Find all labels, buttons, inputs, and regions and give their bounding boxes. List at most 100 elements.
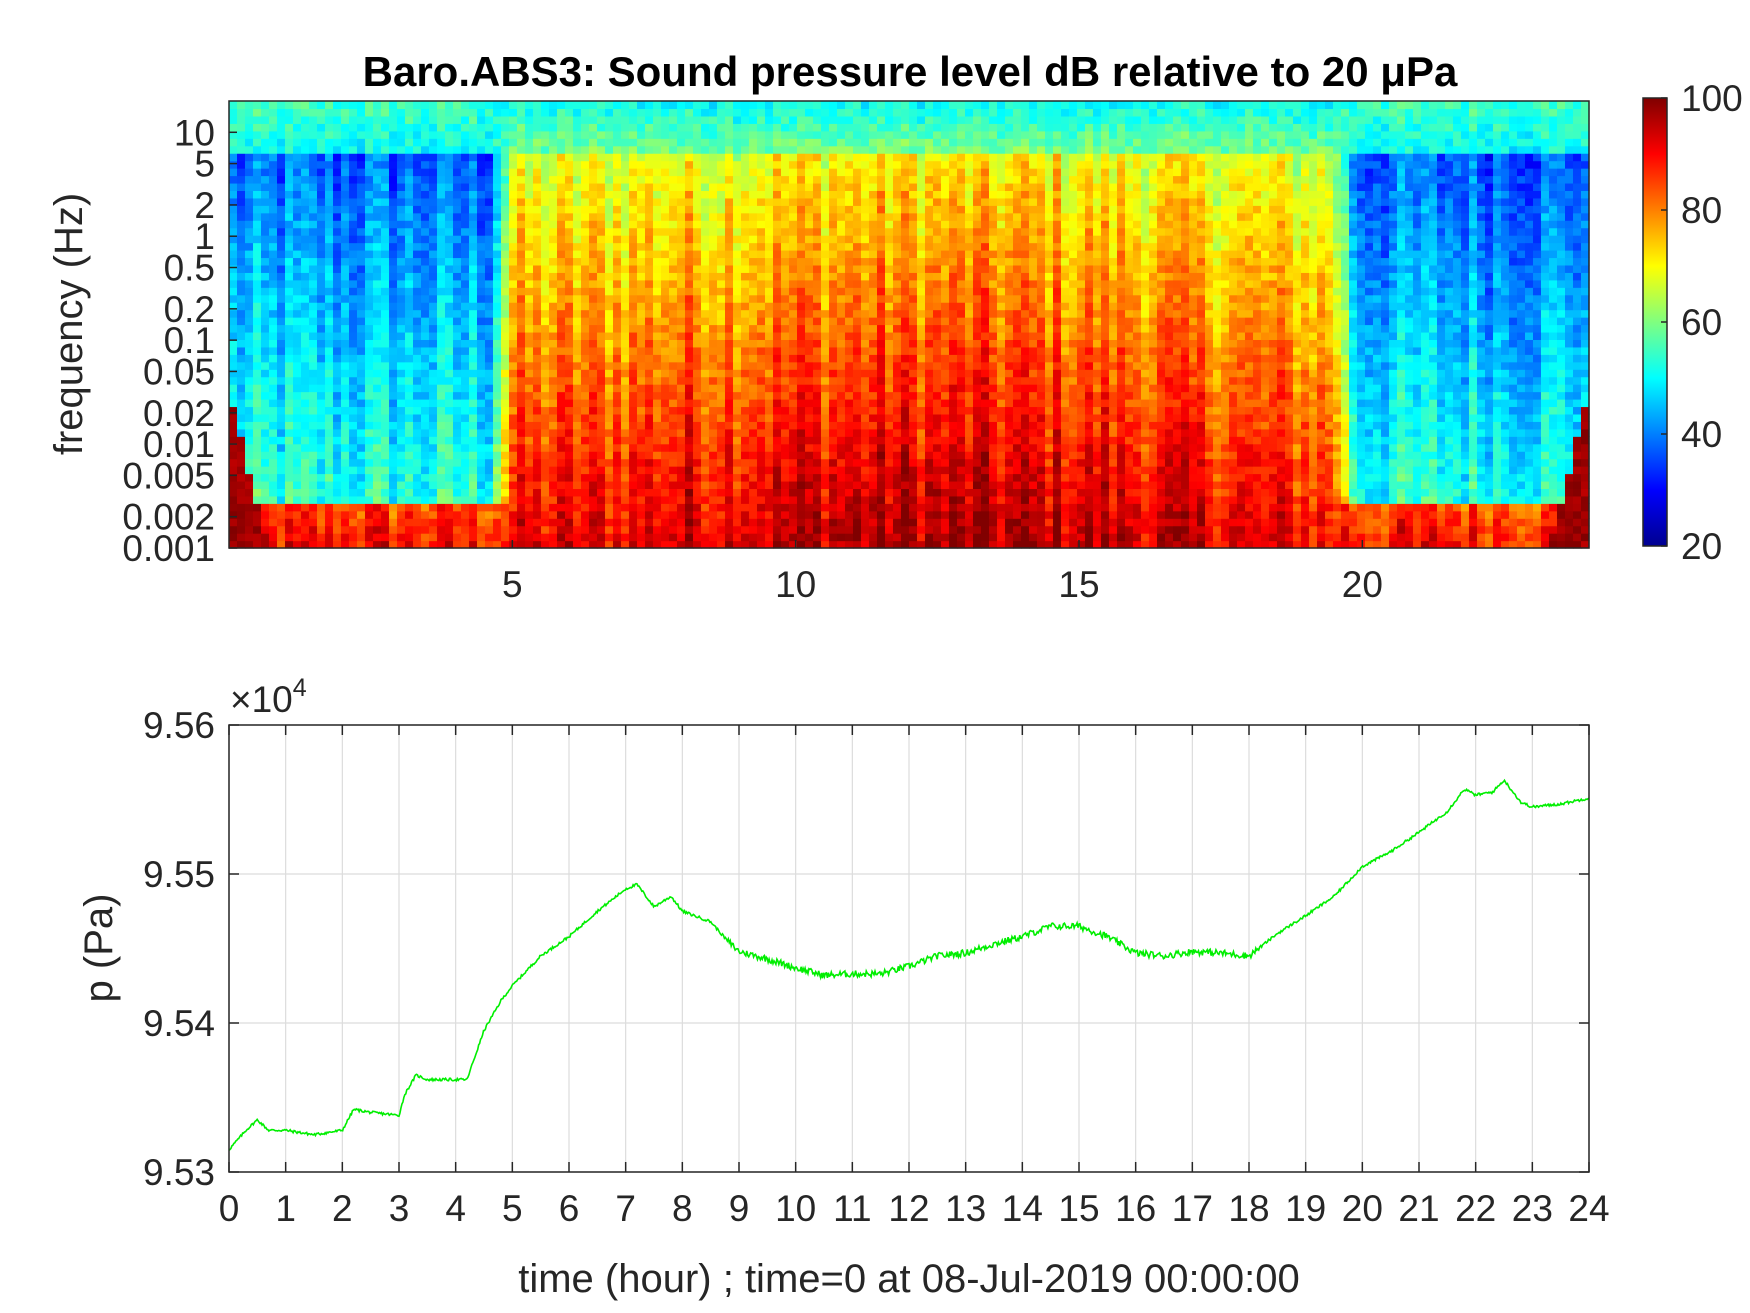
heatmap-cell xyxy=(261,182,270,191)
heatmap-cell xyxy=(389,272,398,281)
heatmap-cell xyxy=(701,473,710,482)
heatmap-cell xyxy=(533,115,542,124)
heatmap-cell xyxy=(549,451,558,460)
heatmap-cell xyxy=(421,309,430,318)
heatmap-cell xyxy=(517,138,526,147)
heatmap-cell xyxy=(269,272,278,281)
heatmap-cell xyxy=(229,495,238,504)
heatmap-cell xyxy=(637,287,646,296)
heatmap-cell xyxy=(341,413,350,422)
heatmap-cell xyxy=(669,391,678,400)
heatmap-cell xyxy=(349,235,358,244)
heatmap-cell xyxy=(821,533,830,542)
heatmap-cell xyxy=(405,138,414,147)
heatmap-cell xyxy=(237,399,246,408)
heatmap-cell xyxy=(549,279,558,288)
heatmap-cell xyxy=(885,123,894,132)
heatmap-cell xyxy=(685,518,694,527)
heatmap-cell xyxy=(773,354,782,363)
heatmap-cell xyxy=(325,331,334,340)
heatmap-cell xyxy=(389,503,398,512)
heatmap-cell xyxy=(325,525,334,534)
heatmap-cell xyxy=(349,190,358,199)
heatmap-cell xyxy=(525,376,534,385)
heatmap-cell xyxy=(869,197,878,206)
heatmap-cell xyxy=(789,458,798,467)
heatmap-cell xyxy=(365,436,374,445)
heatmap-cell xyxy=(589,287,598,296)
heatmap-cell xyxy=(693,339,702,348)
heatmap-cell xyxy=(405,339,414,348)
heatmap-cell xyxy=(517,376,526,385)
heatmap-cell xyxy=(805,458,814,467)
heatmap-cell xyxy=(245,197,254,206)
heatmap-cell xyxy=(677,540,686,549)
heatmap-cell xyxy=(605,458,614,467)
heatmap-cell xyxy=(237,331,246,340)
heatmap-cell xyxy=(493,331,502,340)
heatmap-cell xyxy=(421,466,430,475)
heatmap-cell xyxy=(653,443,662,452)
heatmap-cell xyxy=(693,108,702,117)
heatmap-cell xyxy=(269,480,278,489)
heatmap-cell xyxy=(549,138,558,147)
heatmap-cell xyxy=(797,182,806,191)
heatmap-cell xyxy=(725,287,734,296)
heatmap-cell xyxy=(413,331,422,340)
heatmap-cell xyxy=(485,361,494,370)
heatmap-cell xyxy=(725,294,734,303)
heatmap-cell xyxy=(237,108,246,117)
heatmap-cell xyxy=(765,451,774,460)
heatmap-cell xyxy=(525,406,534,415)
heatmap-cell xyxy=(669,190,678,199)
heatmap-cell xyxy=(629,473,638,482)
heatmap-cell xyxy=(277,339,286,348)
heatmap-cell xyxy=(781,473,790,482)
heatmap-cell xyxy=(469,101,478,110)
heatmap-cell xyxy=(261,153,270,162)
heatmap-cell xyxy=(277,153,286,162)
heatmap-cell xyxy=(781,488,790,497)
heatmap-cell xyxy=(829,317,838,326)
heatmap-cell xyxy=(525,458,534,467)
heatmap-cell xyxy=(773,376,782,385)
heatmap-cell xyxy=(437,384,446,393)
heatmap-cell xyxy=(869,235,878,244)
heatmap-cell xyxy=(309,339,318,348)
heatmap-cell xyxy=(717,331,726,340)
heatmap-cell xyxy=(669,264,678,273)
heatmap-cell xyxy=(277,399,286,408)
heatmap-cell xyxy=(637,361,646,370)
heatmap-cell xyxy=(589,339,598,348)
heatmap-cell xyxy=(789,287,798,296)
heatmap-cell xyxy=(277,220,286,229)
heatmap-cell xyxy=(349,473,358,482)
heatmap-cell xyxy=(525,346,534,355)
heatmap-cell xyxy=(773,391,782,400)
heatmap-cell xyxy=(413,391,422,400)
heatmap-cell xyxy=(405,130,414,139)
heatmap-cell xyxy=(509,525,518,534)
heatmap-cell xyxy=(397,480,406,489)
heatmap-cell xyxy=(637,480,646,489)
heatmap-cell xyxy=(725,510,734,519)
heatmap-cell xyxy=(317,309,326,318)
heatmap-cell xyxy=(285,242,294,251)
heatmap-cell xyxy=(837,242,846,251)
heatmap-cell xyxy=(773,235,782,244)
heatmap-cell xyxy=(405,287,414,296)
heatmap-cell xyxy=(789,227,798,236)
heatmap-cell xyxy=(837,384,846,393)
heatmap-cell xyxy=(517,279,526,288)
heatmap-cell xyxy=(581,384,590,393)
heatmap-cell xyxy=(493,384,502,393)
heatmap-cell xyxy=(877,369,886,378)
heatmap-cell xyxy=(373,391,382,400)
heatmap-cell xyxy=(237,190,246,199)
heatmap-cell xyxy=(629,399,638,408)
heatmap-cell xyxy=(869,324,878,333)
heatmap-cell xyxy=(733,339,742,348)
heatmap-cell xyxy=(381,250,390,259)
heatmap-cell xyxy=(285,257,294,266)
heatmap-cell xyxy=(253,279,262,288)
